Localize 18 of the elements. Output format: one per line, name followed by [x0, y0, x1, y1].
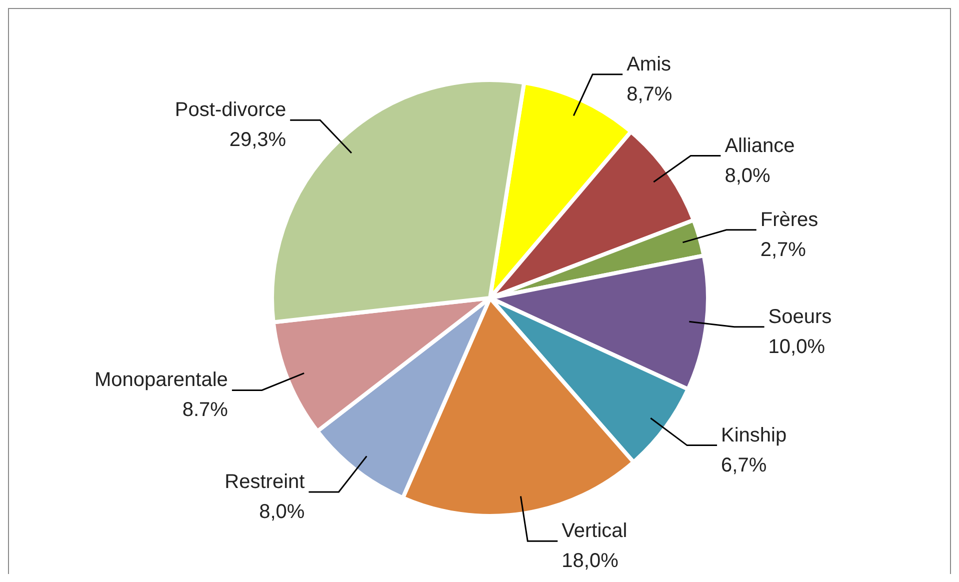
slice-label: Frères	[760, 208, 818, 231]
slice-label: Amis	[626, 53, 672, 76]
data-label: 8,7%	[626, 83, 672, 106]
slice-label: Kinship	[721, 424, 787, 446]
slice-label: Restreint	[224, 470, 306, 493]
data-label: 18,0%	[562, 550, 619, 572]
data-label: 8,0%	[259, 500, 305, 523]
slice-label: Vertical	[562, 520, 628, 542]
data-label: 8,0%	[724, 164, 771, 187]
data-label: 10,0%	[768, 336, 826, 358]
slice-label: Soeurs	[768, 306, 832, 328]
slice-label: Alliance	[724, 134, 795, 157]
data-label: 6,7%	[721, 454, 767, 476]
slice-label: Post-divorce	[174, 99, 286, 122]
slice-label: Monoparentale	[94, 369, 228, 392]
data-label: 8.7%	[182, 399, 228, 422]
data-label: 2,7%	[760, 238, 806, 261]
data-label: 29,3%	[229, 129, 286, 152]
